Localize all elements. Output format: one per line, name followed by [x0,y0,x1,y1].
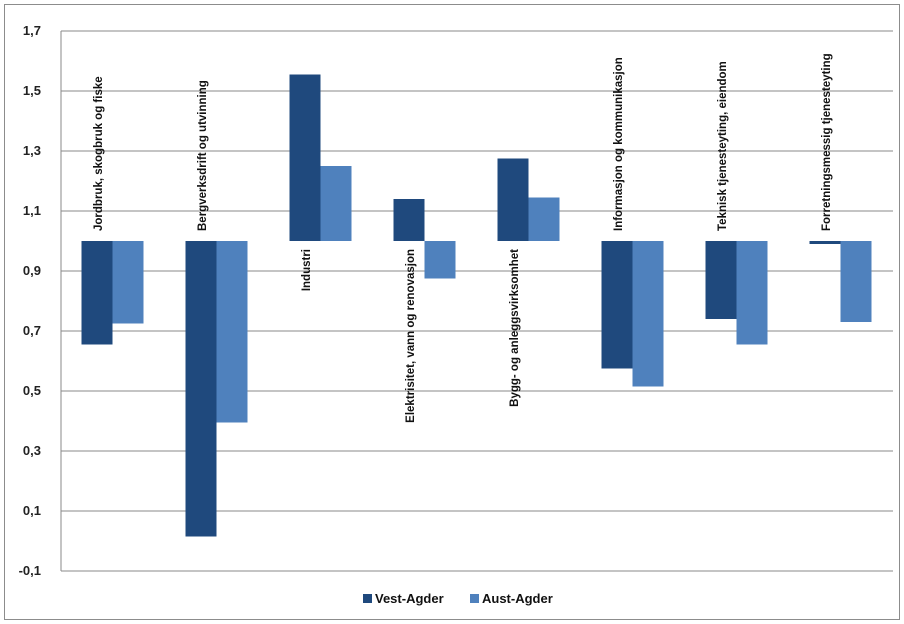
legend-label: Aust-Agder [482,591,553,606]
category-label: Bergverksdrift og utvinning [197,80,209,231]
category-labels: Jordbruk, skogbruk og fiske Bergverksdrif… [93,53,833,422]
legend: Vest-Agder Aust-Agder [363,591,553,606]
legend-label: Vest-Agder [375,591,444,606]
category-label: Jordbruk, skogbruk og fiske [93,76,105,231]
category-label: Bygg- og anleggsvirksomhet [509,249,521,407]
y-tick-label: 0,9 [23,263,41,278]
legend-swatch [470,594,479,603]
bar-aust-agder [632,241,664,387]
y-tick-label: 1,3 [23,143,41,158]
bar-aust-agder [528,197,560,241]
category-label: Forretningsmessig tjenesteyting [821,53,833,231]
bar-vest-agder [393,199,425,241]
bar-vest-agder [601,241,633,369]
bar-vest-agder [705,241,737,319]
category-label: Elektrisitet, vann og renovasjon [405,249,417,423]
bar-aust-agder [424,241,456,279]
bar-vest-agder [497,158,529,241]
bar-aust-agder [320,166,352,241]
y-tick-label: 1,1 [23,203,41,218]
y-tick-label: 0,3 [23,443,41,458]
y-tick-label: 0,5 [23,383,41,398]
category-label: Industri [301,249,313,291]
bar-aust-agder [736,241,768,345]
bar-aust-agder [840,241,872,322]
bar-vest-agder [809,241,841,244]
y-tick-label: 1,7 [23,23,41,38]
y-tick-label: 0,1 [23,503,41,518]
category-label: Teknisk tjenesteyting, eiendom [717,61,729,231]
bar-aust-agder [216,241,248,423]
legend-swatch [363,594,372,603]
y-tick-label: 0,7 [23,323,41,338]
y-tick-label: -0,1 [19,563,41,578]
bar-chart: 1,7 1,5 1,3 1,1 0,9 0,7 0,5 0,3 0,1 -0,1 Jordbruk… [19,23,893,606]
bars [81,74,872,537]
bar-vest-agder [185,241,217,537]
y-axis: 1,7 1,5 1,3 1,1 0,9 0,7 0,5 0,3 0,1 -0,1 [19,23,62,578]
category-label: Informasjon og kommunikasjon [613,57,625,231]
y-tick-label: 1,5 [23,83,41,98]
chart-frame: 1,7 1,5 1,3 1,1 0,9 0,7 0,5 0,3 0,1 -0,1 Jordbruk… [4,4,900,620]
bar-aust-agder [112,241,144,324]
bar-vest-agder [289,74,321,241]
bar-vest-agder [81,241,113,345]
